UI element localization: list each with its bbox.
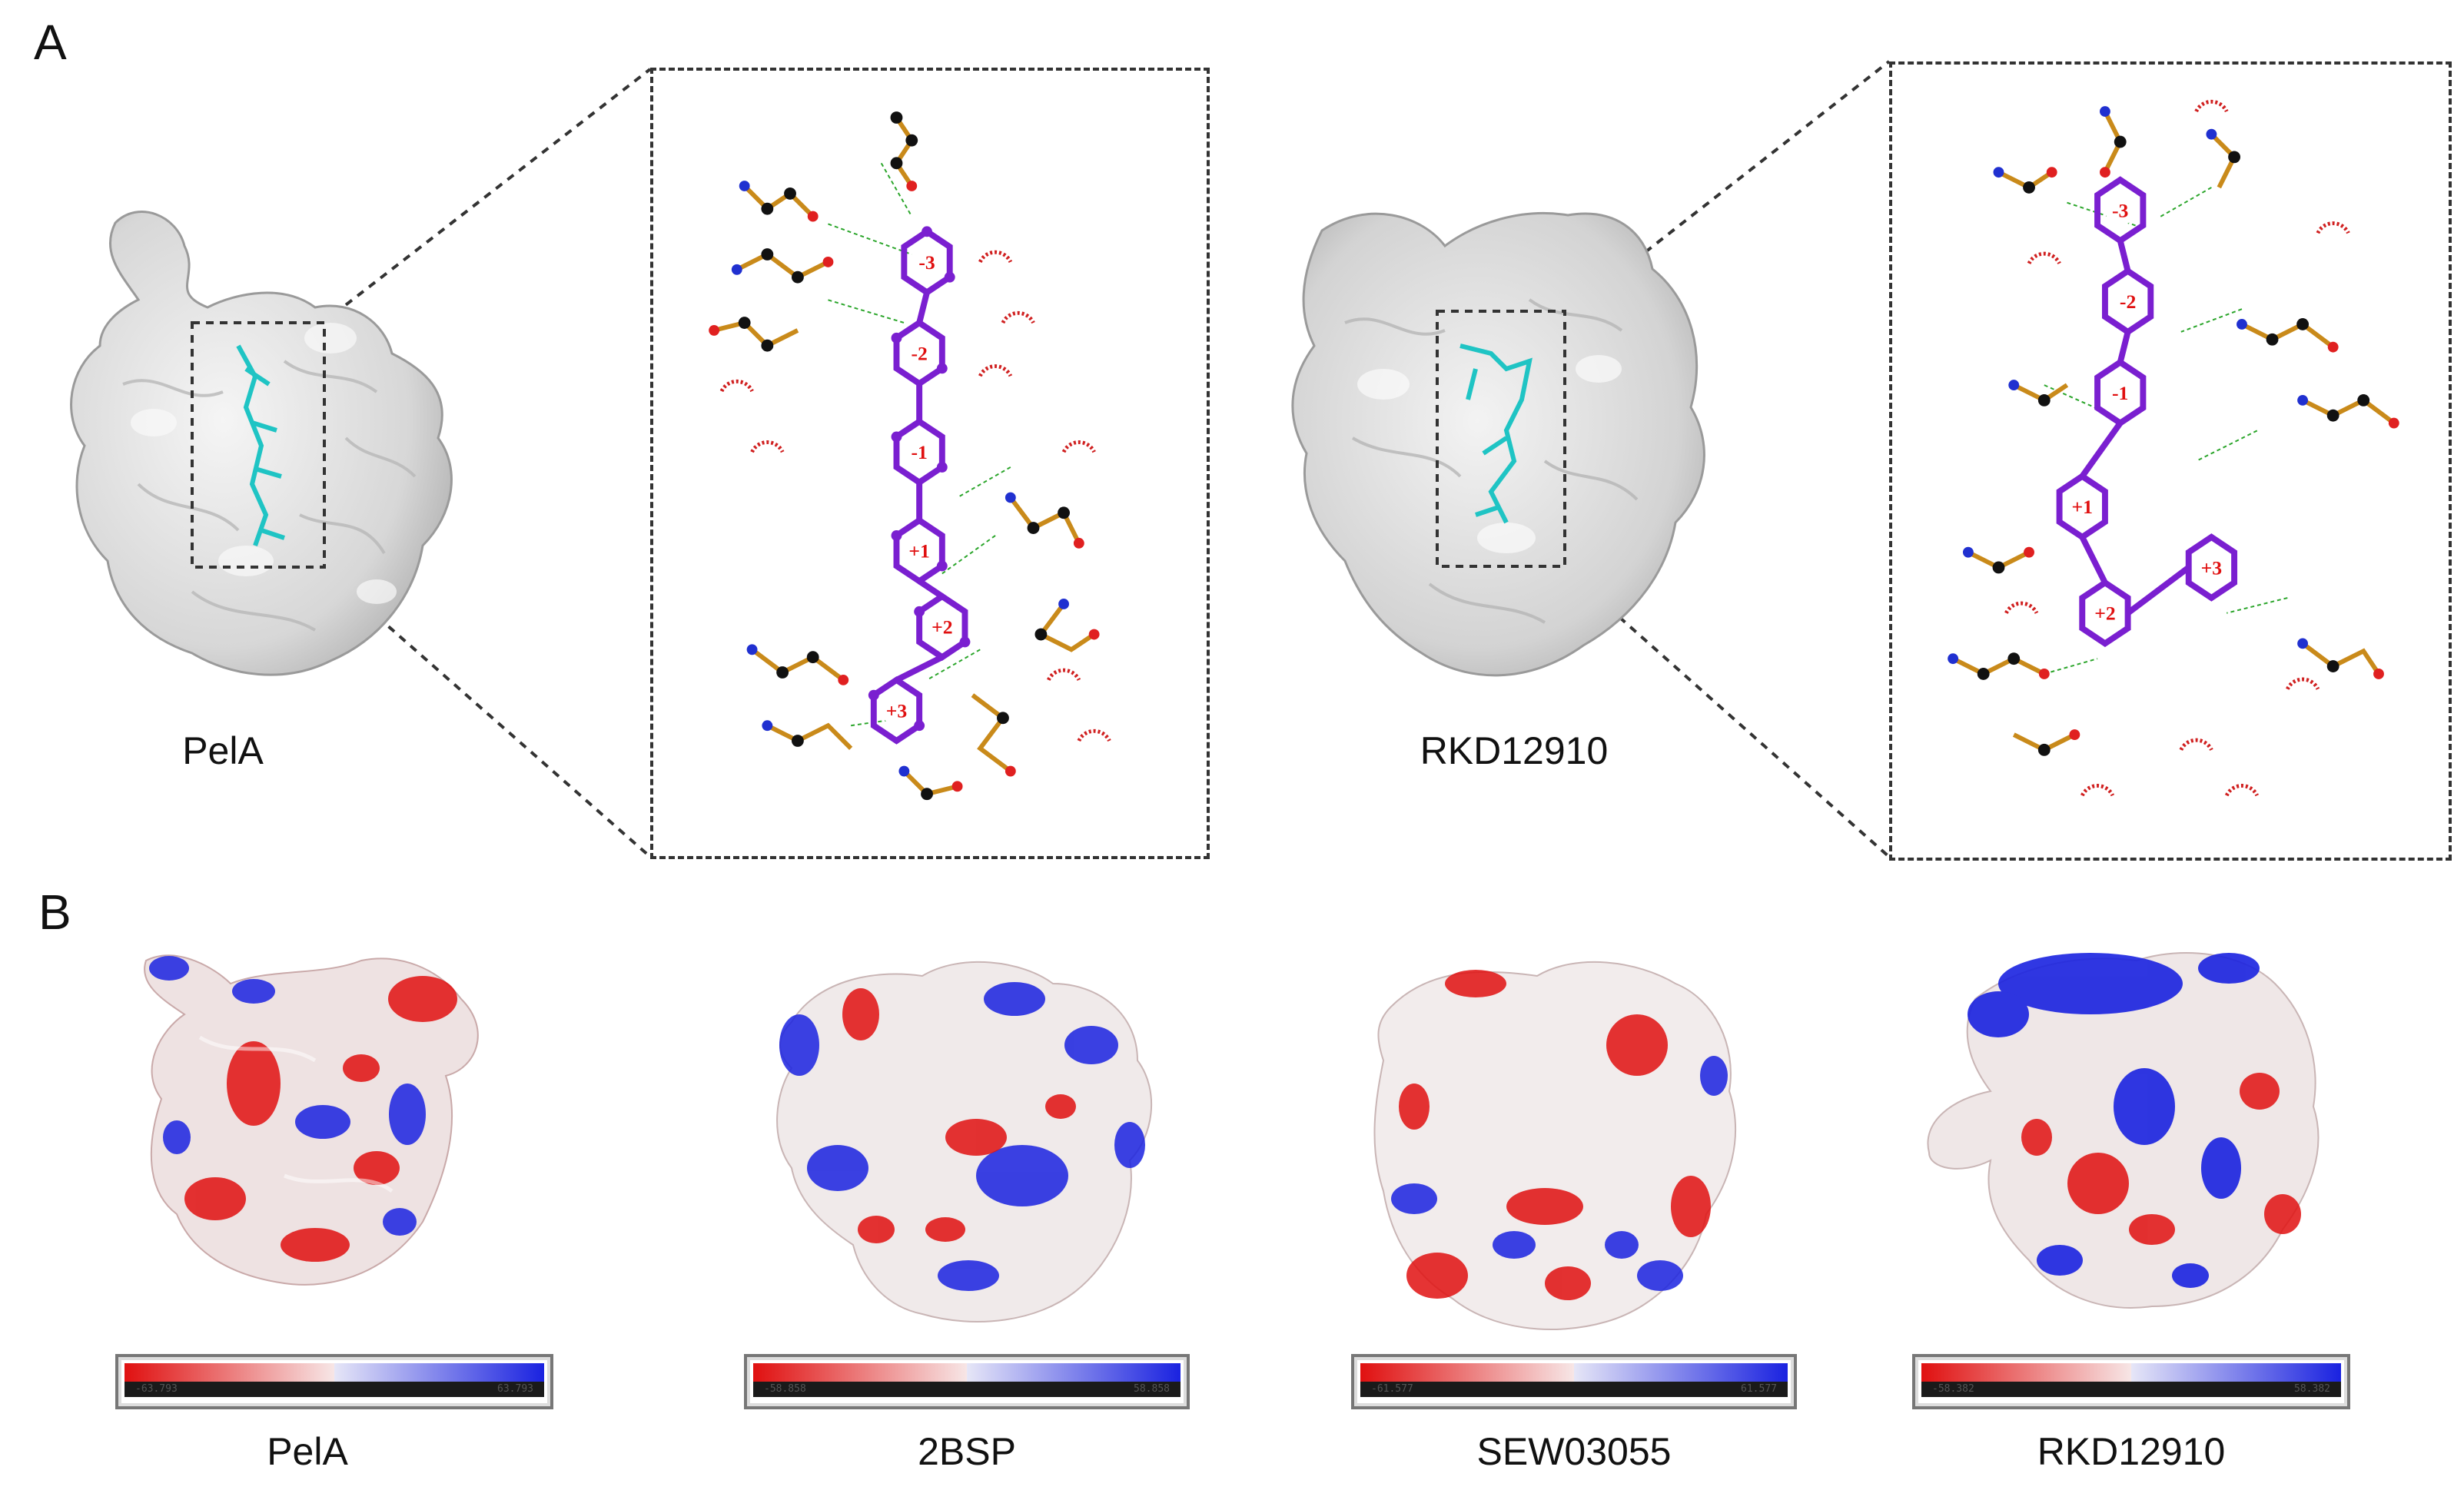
rkd12910-interaction-diagram: -3 -2 -1 +1 +2 +3 [1889, 61, 2452, 861]
pela-ring-label: -2 [911, 342, 927, 364]
rkd12910-ring-label: +3 [2201, 556, 2223, 579]
rkd12910-ring-label: +2 [2094, 602, 2116, 625]
rkd12910-label-a: RKD12910 [1420, 729, 1609, 772]
pela-ring-label: +1 [908, 540, 930, 562]
pela-colorbar-max: 63.793 [497, 1383, 533, 1395]
panel-b-label: B [38, 884, 71, 940]
rkd12910-ring-label: -2 [2120, 290, 2136, 313]
sew03055-colorbar-gradient [1360, 1363, 1788, 1382]
2bsp-colorbar-max: 58.858 [1134, 1383, 1170, 1395]
rkd12910-colorbar-max: 58.382 [2294, 1383, 2330, 1395]
pela-colorbar-min: -63.793 [135, 1383, 178, 1395]
pela-ring-label: -1 [911, 441, 927, 463]
sew03055-colorbar: -61.577 61.577 [1351, 1354, 1797, 1409]
rkd12910-surface-model [1276, 184, 1737, 707]
rkd12910-label-b: RKD12910 [2037, 1430, 2226, 1473]
sew03055-colorbar-min: -61.577 [1371, 1383, 1413, 1395]
pela-ring-label: -3 [918, 251, 935, 274]
rkd12910-colorbar: -58.382 58.382 [1912, 1354, 2350, 1409]
pela-ring-label: +3 [886, 699, 908, 722]
2bsp-colorbar-gradient [753, 1363, 1181, 1382]
sew03055-label: SEW03055 [1476, 1430, 1672, 1473]
pela-interaction-diagram: -3 -2 -1 +1 +2 +3 [650, 68, 1210, 859]
pela-colorbar: -63.793 63.793 [115, 1354, 553, 1409]
2bsp-colorbar: -58.858 58.858 [744, 1354, 1190, 1409]
rkd12910-ring-label: -3 [2112, 200, 2128, 222]
rkd12910-colorbar-min: -58.382 [1932, 1383, 1974, 1395]
panel-a-label: A [34, 15, 67, 70]
rkd12910-ring-label: +1 [2072, 496, 2094, 518]
pela-electrostatic-surface [131, 945, 492, 1306]
rkd12910-colorbar-gradient [1921, 1363, 2341, 1382]
pela-label-b: PelA [267, 1430, 348, 1473]
sew03055-colorbar-max: 61.577 [1741, 1383, 1777, 1395]
pela-colorbar-gradient [125, 1363, 544, 1382]
sew03055-electrostatic-surface [1368, 953, 1745, 1337]
pela-label-a: PelA [182, 729, 264, 772]
rkd12910-ring-label: -1 [2112, 382, 2128, 404]
2bsp-label: 2BSP [918, 1430, 1016, 1473]
rkd12910-electrostatic-surface [1921, 938, 2329, 1322]
2bsp-electrostatic-surface [769, 953, 1168, 1337]
pela-ring-label: +2 [931, 616, 953, 639]
2bsp-colorbar-min: -58.858 [764, 1383, 806, 1395]
pela-surface-model [54, 192, 500, 692]
